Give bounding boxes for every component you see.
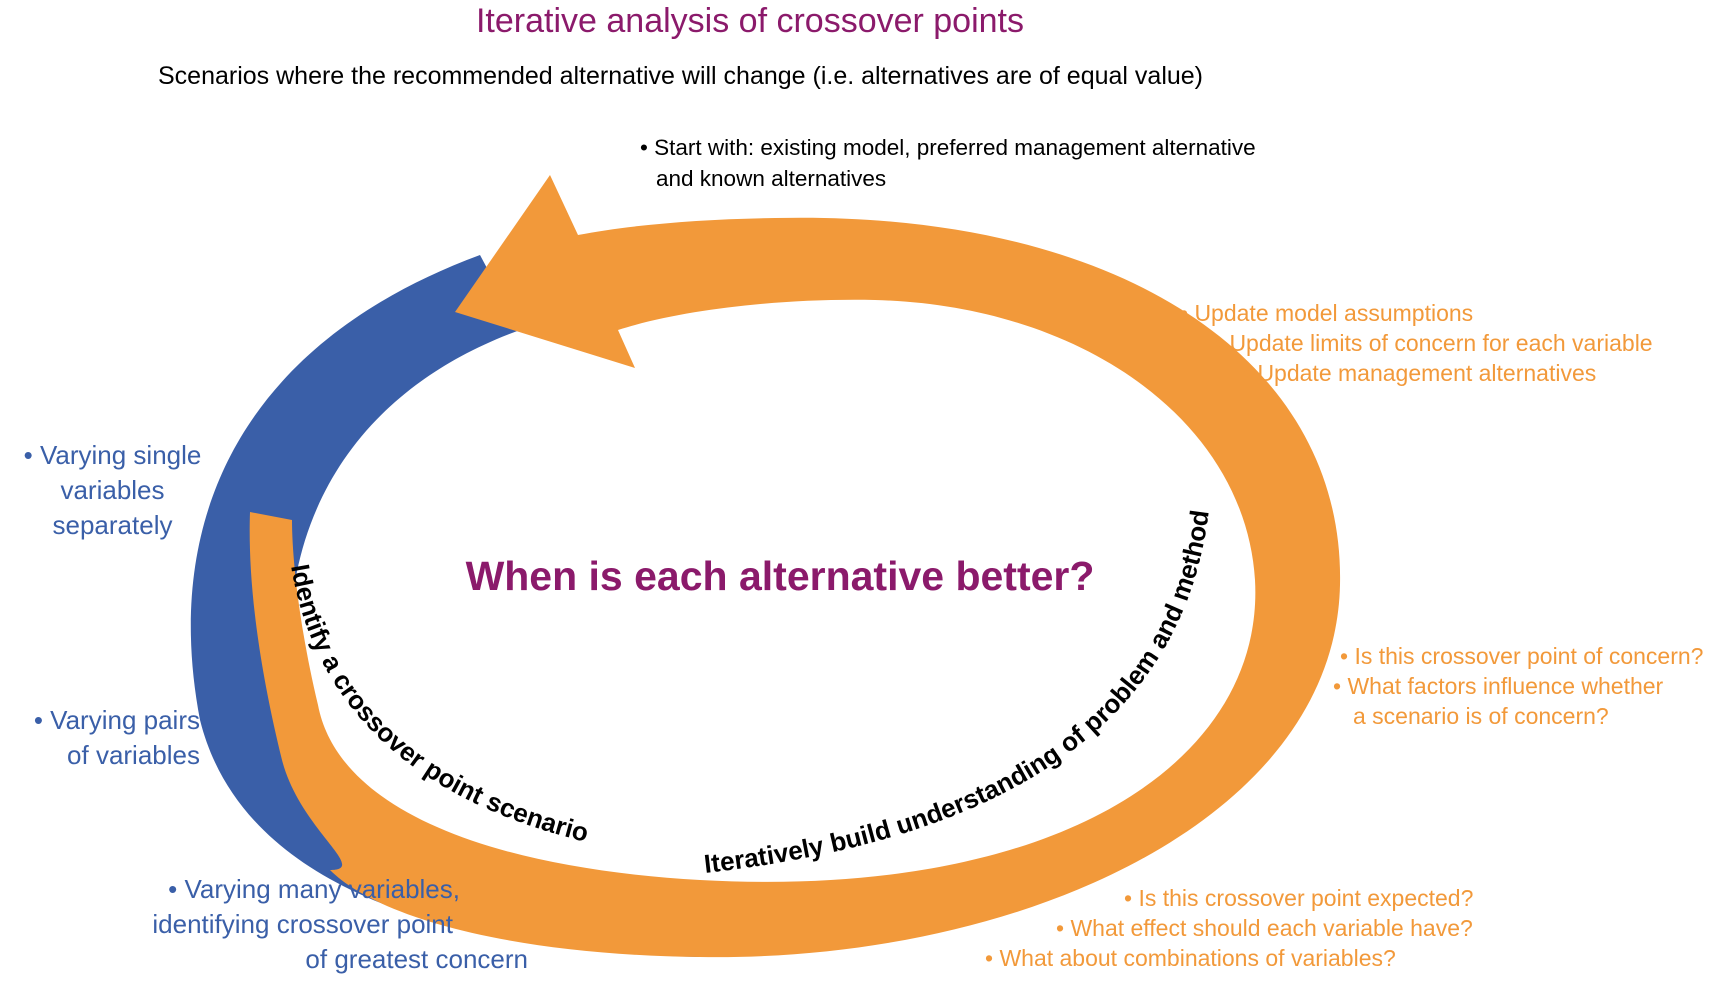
- update-item: • Update management alternatives: [1243, 360, 1597, 386]
- blue-pairs-line: of variables: [67, 740, 200, 770]
- blue-single-line: separately: [52, 510, 173, 540]
- start-note: • Start with: existing model, preferred …: [640, 132, 1256, 194]
- blue-many-line: of greatest concern: [305, 944, 528, 974]
- blue-single-line: • Varying single: [23, 440, 202, 470]
- central-question: When is each alternative better?: [465, 553, 1095, 599]
- expected-item: • What about combinations of variables?: [985, 945, 1396, 971]
- blue-single-line: variables: [60, 475, 165, 505]
- blue-pairs-list: • Varying pairs of variables: [0, 703, 200, 773]
- blue-many-line: • Varying many variables,: [168, 874, 460, 904]
- concern-list: • Is this crossover point of concern? • …: [1333, 641, 1703, 731]
- blue-many-line: identifying crossover point: [152, 909, 453, 939]
- start-note-line1: • Start with: existing model, preferred …: [640, 135, 1256, 160]
- start-note-line2: and known alternatives: [656, 166, 887, 191]
- update-item: • Update model assumptions: [1180, 300, 1474, 326]
- blue-pairs-line: • Varying pairs: [33, 705, 200, 735]
- concern-item: a scenario is of concern?: [1353, 703, 1609, 729]
- update-item: • Update limits of concern for each vari…: [1215, 330, 1653, 356]
- orange-arrow: [249, 175, 1341, 958]
- expected-item: • Is this crossover point expected?: [1124, 885, 1474, 911]
- blue-many-list: • Varying many variables, identifying cr…: [60, 872, 528, 977]
- expected-item: • What effect should each variable have?: [1056, 915, 1473, 941]
- diagram-subtitle: Scenarios where the recommended alternat…: [158, 62, 1204, 90]
- concern-item: • What factors influence whether: [1333, 673, 1664, 699]
- expected-list: • Is this crossover point expected? • Wh…: [980, 883, 1473, 973]
- diagram-title: Iterative analysis of crossover points: [475, 2, 1025, 40]
- blue-single-list: • Varying single variables separately: [10, 438, 215, 543]
- update-list: • Update model assumptions • Update limi…: [1180, 298, 1653, 388]
- concern-item: • Is this crossover point of concern?: [1340, 643, 1704, 669]
